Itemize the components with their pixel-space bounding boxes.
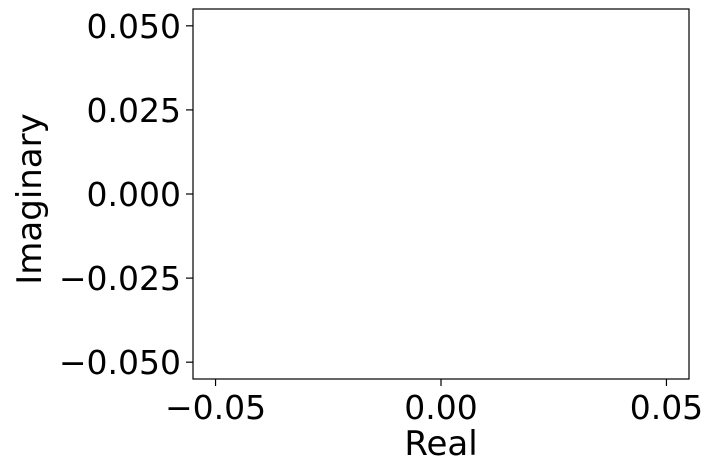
y-tick-label: 0.000 <box>87 175 181 214</box>
y-tick-label: −0.050 <box>59 343 181 382</box>
y-tick-label: 0.025 <box>87 91 181 130</box>
x-tick-label: 0.00 <box>404 388 477 427</box>
y-axis-ticks: −0.050 −0.025 0.000 0.025 0.050 <box>59 7 193 382</box>
plot-area <box>192 8 690 380</box>
y-axis-label: Imaginary <box>10 113 50 285</box>
x-axis-ticks: −0.05 0.00 0.05 <box>165 379 703 427</box>
y-tick-label: −0.025 <box>59 259 181 298</box>
x-tick-label: 0.05 <box>630 388 703 427</box>
x-axis-label: Real <box>404 424 477 464</box>
y-tick-label: 0.050 <box>87 7 181 46</box>
x-tick-label: −0.05 <box>165 388 266 427</box>
